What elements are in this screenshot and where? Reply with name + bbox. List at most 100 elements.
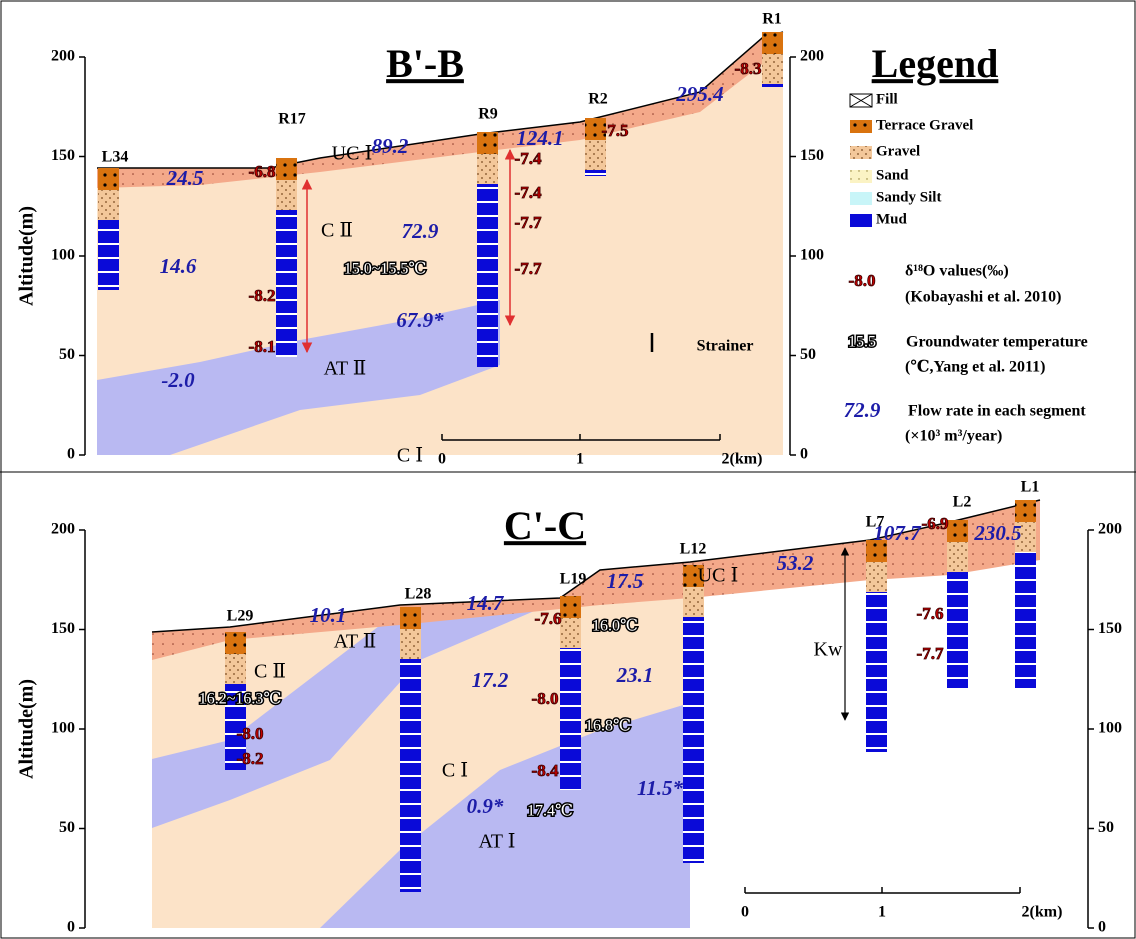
- y-tick-label: 150: [51, 147, 75, 164]
- borehole-label: L7: [866, 514, 885, 531]
- y-tick-label: 100: [51, 720, 75, 737]
- isotope-value: -7.7: [515, 259, 542, 278]
- borehole-gravel: [866, 562, 887, 592]
- isotope-value: -8.2: [249, 286, 276, 305]
- y-tick-label: 200: [800, 48, 824, 65]
- swatch: [850, 214, 872, 227]
- borehole-gravel: [585, 140, 606, 170]
- borehole-label: L2: [953, 494, 972, 511]
- borehole-gravel: [225, 654, 246, 684]
- swatch: [850, 120, 872, 133]
- flow-rate: 107.7: [873, 521, 922, 545]
- borehole: [400, 607, 421, 892]
- legend-flow: 72.9: [844, 398, 881, 422]
- flow-rate: 124.1: [516, 126, 563, 150]
- y-tick-label: 0: [67, 919, 75, 936]
- y-tick-label: 200: [51, 48, 75, 65]
- borehole-gravel: [560, 618, 581, 648]
- y-tick-label: 50: [1098, 819, 1114, 836]
- legend: [849, 93, 873, 227]
- swatch: [850, 170, 872, 183]
- borehole: [866, 540, 887, 752]
- uc1-layer: [97, 32, 783, 188]
- unit-label: C Ⅱ: [321, 220, 353, 242]
- borehole-label: L29: [227, 608, 254, 625]
- legend-text: Groundwater temperature: [906, 334, 1088, 351]
- borehole-label: R2: [588, 91, 608, 108]
- flow-rate: 295.4: [675, 82, 723, 106]
- borehole-cap: [866, 540, 887, 562]
- y-tick-label: 100: [1098, 720, 1122, 737]
- isotope-value: -7.7: [917, 644, 944, 663]
- unit-label: UC Ⅰ: [332, 143, 373, 165]
- legend-text: (Kobayashi et al. 2010): [905, 289, 1061, 306]
- legend-item: Sand: [876, 167, 909, 183]
- flow-rate: 230.5: [973, 521, 1021, 545]
- swatch: [850, 146, 872, 159]
- borehole-cap: [477, 132, 498, 154]
- flow-rate: 24.5: [166, 166, 204, 190]
- unit-label: AT Ⅱ: [324, 358, 367, 380]
- legend-text: (℃,Yang et al. 2011): [905, 359, 1046, 376]
- borehole-cap: [276, 158, 297, 180]
- scale-label: 2(km): [1022, 904, 1063, 921]
- temperature: 16.8℃: [585, 718, 631, 735]
- isotope-value: -7.7: [515, 213, 542, 232]
- isotope-value: -8.1: [249, 337, 276, 356]
- borehole-gravel: [1015, 522, 1036, 552]
- y-tick-label: 100: [800, 247, 824, 264]
- temperature: 15.0~15.5℃: [344, 261, 427, 278]
- borehole-gravel: [683, 587, 704, 617]
- isotope-value: -6.9: [922, 514, 949, 533]
- flow-rate: 67.9*: [396, 308, 444, 332]
- borehole-label: L12: [680, 541, 707, 558]
- legend-item: Gravel: [876, 143, 920, 159]
- isotope-value: -8.3: [735, 59, 762, 78]
- legend-temp: 15.5: [848, 334, 876, 351]
- borehole-label: L28: [405, 586, 432, 603]
- borehole-gravel: [477, 154, 498, 184]
- isotope-value: -7.6: [917, 604, 944, 623]
- isotope-value: -7.5: [602, 121, 629, 140]
- flow-rate: 17.5: [607, 569, 644, 593]
- unit-label: AT Ⅱ: [334, 631, 377, 653]
- unit-label: C Ⅱ: [254, 661, 286, 683]
- borehole-cap: [1015, 500, 1036, 522]
- surface: [151, 499, 1041, 633]
- isotope-value: -7.4: [515, 183, 542, 202]
- scale-label: 0: [438, 451, 446, 468]
- uc1-layer: [152, 500, 1040, 660]
- y-tick-label: 50: [59, 819, 75, 836]
- borehole-cap: [225, 632, 246, 654]
- isotope-value: -8.0: [532, 689, 559, 708]
- scale-label: 2(km): [722, 451, 763, 468]
- y-axis-label: Altitude(m): [16, 679, 38, 779]
- flow-rate: 53.2: [777, 551, 814, 575]
- legend-text: Flow rate in each segment: [908, 403, 1086, 420]
- borehole-gravel: [276, 180, 297, 210]
- isotope-value: -8.0: [237, 724, 264, 743]
- legend-item: Fill: [876, 91, 898, 107]
- borehole-gravel: [400, 629, 421, 659]
- borehole-gravel: [947, 542, 968, 572]
- temperature: 17.4℃: [527, 803, 573, 820]
- borehole-cap: [683, 565, 704, 587]
- flow-rate: 89.2: [372, 134, 409, 158]
- borehole-label: L1: [1021, 479, 1040, 496]
- flow-rate: 0.9*: [467, 794, 504, 818]
- y-tick-label: 150: [51, 620, 75, 637]
- borehole-cap: [98, 168, 119, 190]
- legend-item: Terrace Gravel: [876, 117, 973, 133]
- flow-rate: 14.7: [467, 591, 505, 615]
- isotope-value: -7.6: [535, 609, 562, 628]
- borehole: [683, 565, 704, 863]
- swatch: [850, 192, 872, 205]
- borehole-gravel: [762, 54, 783, 84]
- flow-rate: 23.1: [616, 663, 654, 687]
- y-tick-label: 50: [59, 346, 75, 363]
- y-tick-label: 200: [51, 521, 75, 538]
- legend-title: Legend: [872, 41, 999, 86]
- unit-label: Kw: [814, 639, 843, 661]
- flow-rate: -2.0: [161, 368, 195, 392]
